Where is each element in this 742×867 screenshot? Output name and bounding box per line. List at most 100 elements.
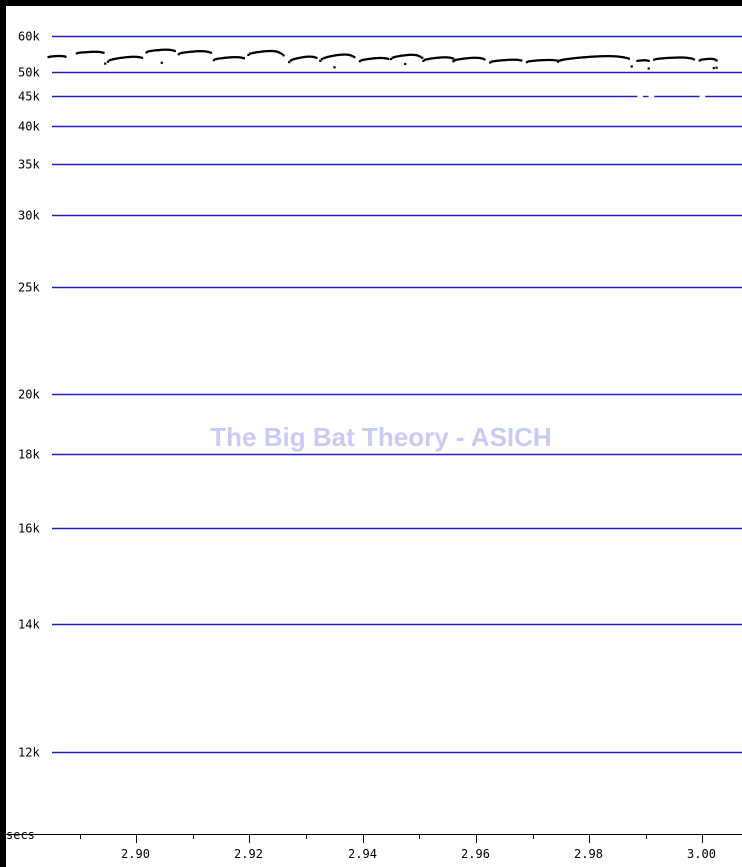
isolated-point-0 bbox=[104, 62, 107, 65]
x-tick-label-2.92: 2.92 bbox=[234, 847, 263, 861]
call-11-point-15 bbox=[445, 56, 449, 59]
call-17-point-7 bbox=[664, 57, 667, 60]
call-8-point-2 bbox=[322, 57, 325, 60]
call-14-point-13 bbox=[547, 58, 550, 62]
call-12-point-7 bbox=[463, 57, 466, 60]
y-tick-label-25k: 25k bbox=[18, 281, 40, 295]
call-12-point-3 bbox=[457, 58, 460, 61]
y-axis-labels: 60k 50k 45k 40k 35k 30k 25k 20k 18k 16k 14k 12k bbox=[18, 30, 40, 760]
y-tick-label-16k: 16k bbox=[18, 522, 40, 536]
call-12-point-19 bbox=[483, 58, 486, 61]
call-11-point-2 bbox=[425, 58, 428, 61]
call-12-point-4 bbox=[458, 58, 461, 61]
call-17-point-5 bbox=[661, 57, 664, 60]
call-17-point-20 bbox=[685, 56, 688, 59]
call-3-point-14 bbox=[167, 48, 170, 51]
call-8-point-3 bbox=[324, 56, 327, 59]
call-6-point-21 bbox=[280, 52, 283, 56]
call-13-point-0 bbox=[489, 61, 492, 64]
call-15-point-43 bbox=[626, 57, 629, 60]
call-6-point-9 bbox=[261, 50, 264, 53]
call-9-point-15 bbox=[382, 57, 385, 60]
call-16-point-2 bbox=[639, 59, 642, 62]
call-15-point-24 bbox=[595, 55, 598, 58]
call-15-point-5 bbox=[565, 58, 568, 61]
call-12-point-15 bbox=[476, 56, 479, 59]
call-4-point-4 bbox=[184, 51, 187, 54]
spectrogram-panel: 60k 50k 45k 40k 35k 30k 25k 20k 18k 16k 14k 12k The… bbox=[6, 6, 742, 867]
call-7-point-13 bbox=[308, 55, 312, 58]
call-15-point-36 bbox=[614, 55, 618, 58]
call-1-point-11 bbox=[93, 50, 96, 53]
call-12-point-9 bbox=[467, 57, 470, 60]
call-7-point-0 bbox=[288, 61, 291, 64]
call-3-point-0 bbox=[145, 51, 148, 54]
call-3-point-9 bbox=[159, 48, 162, 51]
call-8-point-17 bbox=[346, 53, 349, 56]
call-4-point-17 bbox=[205, 50, 208, 53]
y-tick-label-14k: 14k bbox=[18, 618, 40, 632]
call-13-point-3 bbox=[494, 60, 497, 63]
call-1-point-13 bbox=[96, 50, 99, 53]
isolated-point-6 bbox=[712, 67, 715, 70]
call-10-point-3 bbox=[394, 55, 398, 58]
call-11-point-5 bbox=[430, 57, 433, 60]
isolated-point-3 bbox=[404, 62, 407, 66]
call-1-point-14 bbox=[97, 50, 100, 53]
call-0-point-5 bbox=[55, 55, 58, 58]
call-6-point-19 bbox=[277, 51, 280, 54]
call-2-point-16 bbox=[132, 55, 135, 58]
call-11-point-6 bbox=[431, 57, 434, 60]
call-16-point-4 bbox=[642, 59, 645, 62]
call-6-point-13 bbox=[268, 49, 271, 53]
call-5-point-18 bbox=[241, 56, 244, 59]
call-15-point-34 bbox=[611, 55, 614, 58]
call-4-point-10 bbox=[193, 50, 196, 53]
call-17-point-17 bbox=[680, 56, 683, 59]
call-15-point-25 bbox=[597, 55, 600, 58]
call-13-point-13 bbox=[510, 58, 513, 61]
call-1-point-5 bbox=[83, 51, 86, 54]
call-15-point-15 bbox=[581, 56, 584, 59]
call-5-point-8 bbox=[225, 56, 228, 59]
call-15-point-6 bbox=[566, 57, 569, 61]
isolated-point-4 bbox=[630, 65, 633, 68]
call-0-point-6 bbox=[56, 54, 59, 58]
call-9-point-8 bbox=[371, 57, 374, 60]
call-9-point-4 bbox=[365, 58, 368, 61]
call-18-point-3 bbox=[703, 58, 706, 61]
call-5-point-4 bbox=[219, 57, 222, 60]
y-tick-label-50k: 50k bbox=[18, 66, 40, 80]
call-15-point-3 bbox=[561, 58, 564, 61]
call-17-point-6 bbox=[662, 57, 665, 60]
call-14-point-7 bbox=[537, 59, 540, 62]
call-11-point-19 bbox=[452, 57, 455, 60]
call-14-point-4 bbox=[532, 59, 535, 62]
call-12-point-10 bbox=[468, 56, 471, 60]
call-0-point-2 bbox=[50, 55, 53, 58]
call-15-point-2 bbox=[560, 59, 563, 62]
call-1-point-3 bbox=[80, 51, 83, 54]
call-4-point-16 bbox=[203, 50, 206, 53]
call-15-point-10 bbox=[573, 57, 576, 60]
call-17-point-22 bbox=[688, 57, 691, 60]
call-11-point-12 bbox=[441, 56, 444, 59]
call-15-point-19 bbox=[587, 55, 590, 58]
call-1-point-6 bbox=[85, 51, 88, 54]
call-17-point-4 bbox=[659, 57, 662, 60]
call-6-point-5 bbox=[255, 51, 258, 54]
call-3-point-15 bbox=[169, 48, 172, 51]
call-8-point-7 bbox=[330, 55, 333, 58]
call-15-point-18 bbox=[586, 56, 589, 59]
call-17-point-0 bbox=[653, 58, 656, 61]
x-tick-label-2.90: 2.90 bbox=[121, 847, 150, 861]
call-15-point-21 bbox=[590, 55, 593, 58]
call-17-point-13 bbox=[673, 56, 677, 59]
call-7-point-9 bbox=[302, 56, 305, 59]
call-9-point-9 bbox=[373, 57, 376, 60]
watermark-text: The Big Bat Theory - ASICH bbox=[210, 422, 551, 452]
call-2-point-12 bbox=[126, 56, 129, 59]
call-11-point-14 bbox=[444, 56, 447, 59]
call-11-point-13 bbox=[442, 56, 445, 59]
call-9-point-7 bbox=[369, 57, 373, 60]
